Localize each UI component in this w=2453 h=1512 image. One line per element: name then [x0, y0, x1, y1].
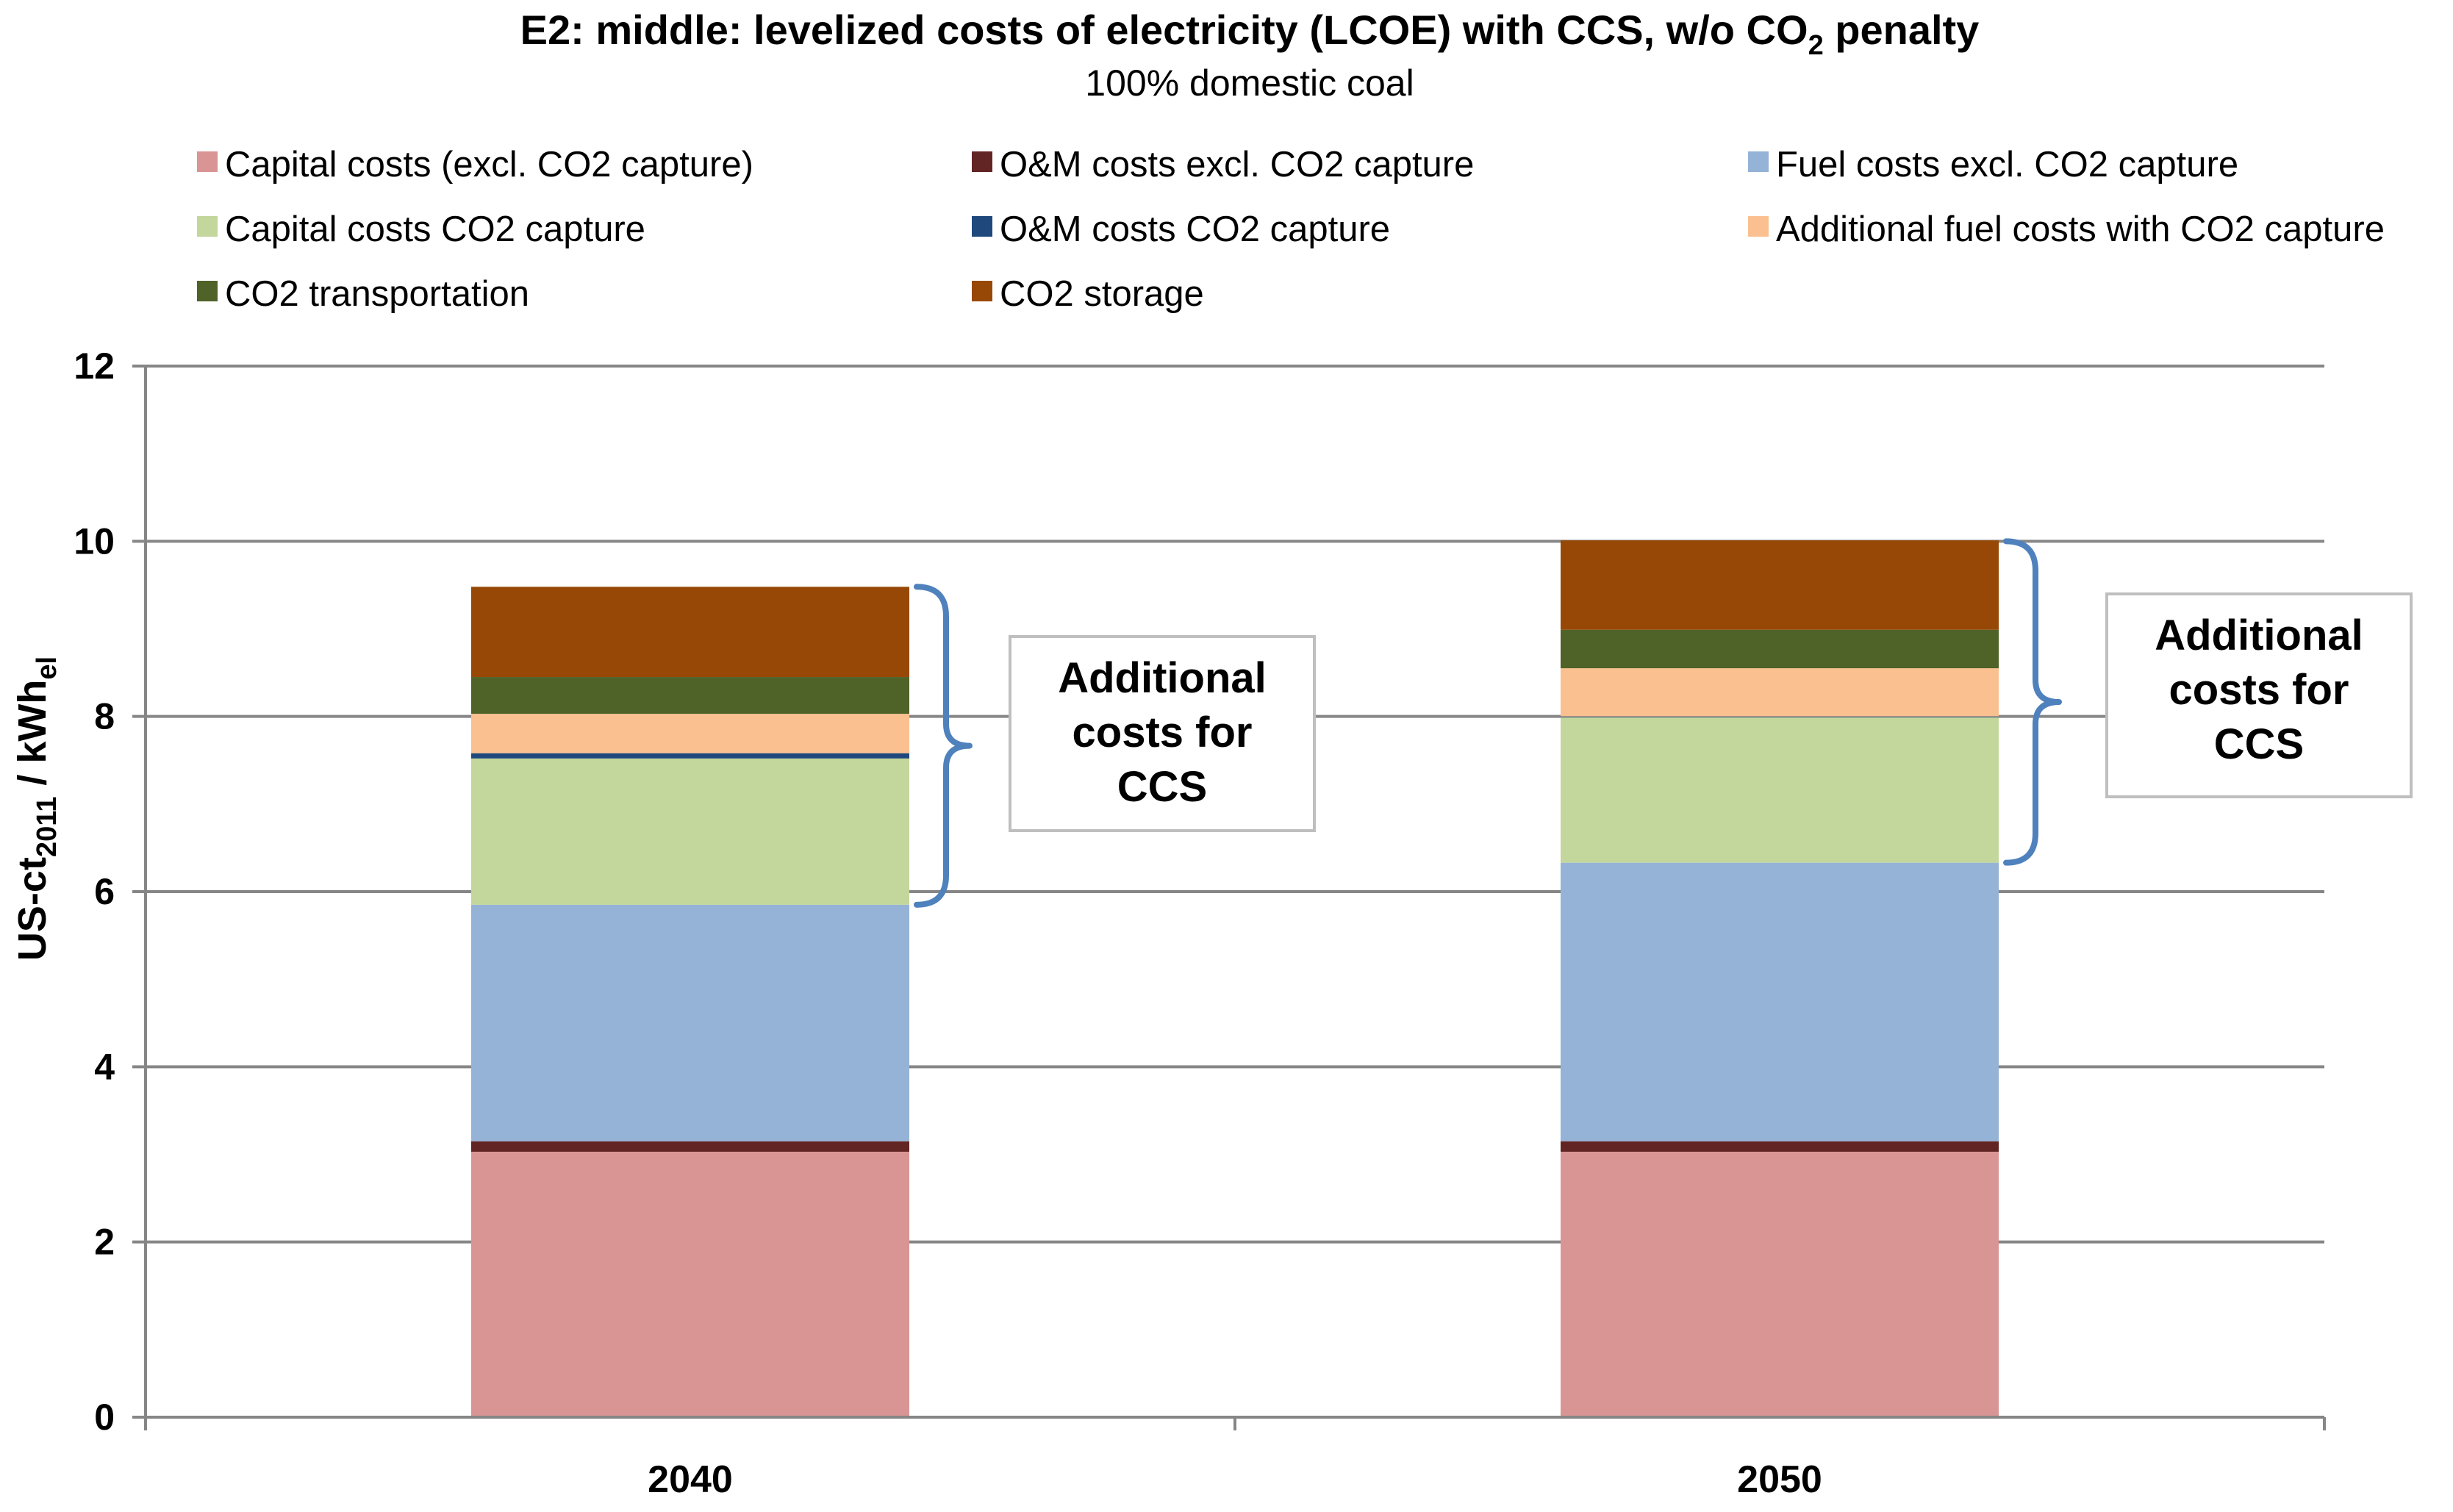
bar-segment: [1561, 717, 1999, 863]
chart-subtitle: 100% domestic coal: [1085, 62, 1414, 104]
y-tick-label: 0: [94, 1397, 115, 1438]
legend-swatch: [1748, 151, 1769, 172]
callout-box: [2105, 592, 2413, 798]
legend-swatch: [197, 281, 218, 301]
callout-text: costs for: [2169, 666, 2349, 714]
legend: Capital costs (excl. CO2 capture) O&M cos…: [197, 145, 2385, 314]
y-tick-label: 6: [94, 871, 115, 912]
legend-label: Capital costs CO2 capture: [225, 209, 645, 249]
y-tick-label: 4: [94, 1046, 115, 1087]
y-tick-label: 8: [94, 696, 115, 737]
bar-segment: [1561, 629, 1999, 669]
bar-segment: [471, 1141, 909, 1152]
bar-segment: [471, 587, 909, 678]
x-tick-label: 2050: [1737, 1458, 1822, 1501]
callouts: Additional costs for CCS Additional costs fo…: [914, 538, 2413, 908]
callout-text: costs for: [1072, 709, 1253, 756]
callout-text: Additional: [2155, 612, 2363, 659]
y-tick-label: 10: [74, 520, 115, 562]
bar-segment: [1561, 1151, 1999, 1417]
callout-text: CCS: [1117, 763, 1207, 811]
legend-swatch: [972, 281, 992, 301]
legend-label: CO2 storage: [1000, 274, 1204, 314]
bar-segment: [471, 904, 909, 1142]
ccs-bracket: [2003, 538, 2062, 866]
y-axis-label: US-ct2011 / kWhel: [10, 656, 62, 961]
legend-label: O&M costs excl. CO2 capture: [1000, 145, 1474, 184]
legend-label: O&M costs CO2 capture: [1000, 209, 1390, 249]
bar-segment: [471, 753, 909, 759]
bar-segment: [471, 1151, 909, 1417]
bar-segment: [1561, 668, 1999, 717]
legend-label: Additional fuel costs with CO2 capture: [1776, 209, 2385, 249]
legend-label: Fuel costs excl. CO2 capture: [1776, 145, 2238, 184]
callout-text: Additional: [1058, 654, 1267, 702]
callout-text: CCS: [2214, 720, 2304, 768]
legend-swatch: [972, 151, 992, 172]
y-tick-label: 2: [94, 1222, 115, 1263]
axes: 0 2 4 6 8 10 12 2040 2050: [74, 345, 2326, 1501]
legend-label: Capital costs (excl. CO2 capture): [225, 145, 753, 184]
callout-box: [1009, 635, 1316, 832]
chart-title: E2: middle: levelized costs of electrici…: [520, 7, 1980, 61]
bar-segment: [1561, 540, 1999, 630]
legend-swatch: [197, 151, 218, 172]
bar-segment: [1561, 862, 1999, 1142]
legend-swatch: [972, 216, 992, 237]
legend-swatch: [197, 216, 218, 237]
legend-swatch: [1748, 216, 1769, 237]
y-tick-label: 12: [74, 345, 115, 387]
bar-segment: [471, 677, 909, 714]
legend-label: CO2 transportation: [225, 274, 529, 314]
bar-segment: [1561, 1141, 1999, 1152]
x-tick-label: 2040: [648, 1458, 733, 1501]
bars: [471, 540, 1999, 1417]
bar-segment: [471, 758, 909, 905]
ccs-bracket: [914, 584, 973, 908]
bar-segment: [471, 714, 909, 753]
